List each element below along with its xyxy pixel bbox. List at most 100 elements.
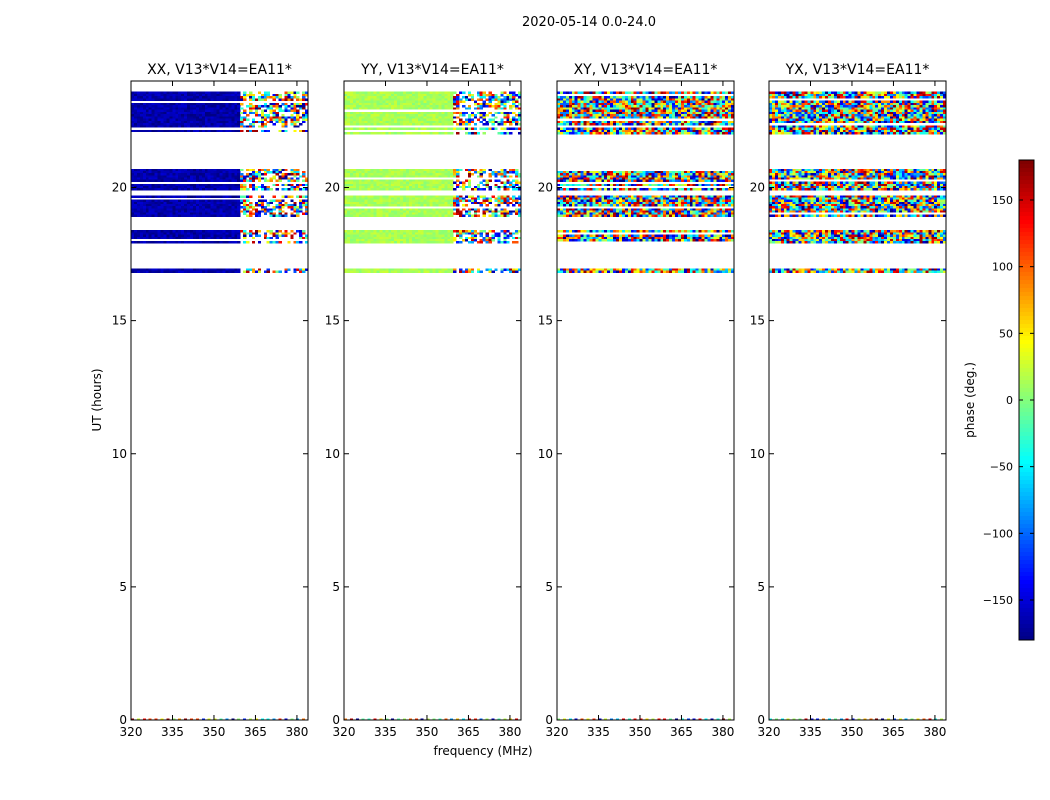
heatmap-cell [482,111,486,115]
heatmap-cell [207,171,211,174]
heatmap-cell [154,201,158,205]
heatmap-cell [296,230,300,233]
heatmap-cell [388,120,392,124]
heatmap-cell [139,129,144,133]
heatmap-cell [432,188,436,191]
heatmap-cell [136,114,141,117]
heatmap-cell [370,96,374,99]
heatmap-cell [459,199,463,203]
heatmap-cell [222,212,226,215]
heatmap-cell [352,208,357,211]
heatmap-cell [251,268,256,271]
heatmap-cell [678,100,682,104]
heatmap-cell [195,268,200,271]
heatmap-cell [145,183,150,187]
heatmap-cell [560,96,564,99]
heatmap-cell [441,107,445,110]
heatmap-cell [408,100,413,104]
heatmap-cell [184,234,188,237]
heatmap-cell [281,199,285,203]
heatmap-cell [417,105,422,108]
heatmap-cell [231,718,235,720]
heatmap-cell [142,206,147,209]
heatmap-cell [349,181,354,184]
heatmap-cell [210,236,214,240]
heatmap-cell [598,100,602,104]
heatmap-cell [349,120,354,124]
heatmap-cell [219,718,223,720]
heatmap-cell [210,241,214,244]
heatmap-cell [269,208,273,211]
heatmap-cell [447,100,451,104]
heatmap-cell [426,173,430,176]
heatmap-cell [352,93,357,97]
heatmap-cell [385,127,389,130]
heatmap-cell [352,107,357,110]
heatmap-cell [423,175,427,178]
heatmap-cell [432,195,436,198]
heatmap-cell [358,102,363,106]
heatmap-cell [216,171,220,174]
heatmap-cell [447,195,451,198]
heatmap-cell [231,116,235,119]
heatmap-cell [500,201,504,205]
heatmap-cell [154,107,158,110]
heatmap-cell [388,195,392,198]
heatmap-cell [201,206,206,209]
heatmap-cell [408,236,413,240]
heatmap-cell [453,116,457,119]
heatmap-cell [518,188,522,191]
heatmap-cell [385,232,389,235]
heatmap-cell [403,201,407,205]
heatmap-cell [704,102,708,106]
heatmap-cell [169,123,173,126]
heatmap-cell [435,168,439,172]
heatmap-cell [358,120,363,124]
heatmap-cell [234,185,238,189]
y-tick-label: 0 [332,713,340,727]
heatmap-cell [163,93,167,97]
heatmap-cell [216,111,220,115]
heatmap-cell [157,236,161,240]
heatmap-cell [178,183,182,187]
heatmap-cell [456,241,460,244]
heatmap-cell [302,91,306,95]
heatmap-cell [450,268,454,271]
heatmap-cell [382,114,386,117]
heatmap-cell [187,171,191,174]
heatmap-cell [397,132,401,135]
heatmap-cell [302,102,306,106]
heatmap-cell [616,109,620,113]
heatmap-cell [175,116,179,119]
heatmap-cell [408,107,413,110]
heatmap-cell [349,230,354,233]
heatmap-cell [515,181,519,184]
heatmap-cell [432,185,436,189]
heatmap-cell [391,236,395,240]
heatmap-cell [346,204,351,207]
heatmap-cell [417,199,422,203]
heatmap-cell [630,96,635,99]
heatmap-cell [592,91,596,95]
heatmap-cell [290,188,294,191]
heatmap-cell [216,212,220,215]
heatmap-cell [491,98,495,101]
heatmap-cell [557,102,561,106]
heatmap-cell [151,234,155,237]
heatmap-cell [192,230,197,233]
heatmap-cell [444,201,448,205]
heatmap-cell [281,120,285,124]
heatmap-cell [411,201,416,205]
heatmap-cell [287,206,291,209]
heatmap-cell [592,105,596,108]
heatmap-cell [464,195,469,198]
heatmap-cell [619,114,623,117]
heatmap-cell [595,114,599,117]
heatmap-cell [405,91,410,95]
heatmap-cell [213,236,217,240]
heatmap-cell [296,168,300,172]
heatmap-cell [405,118,410,122]
heatmap-cell [485,105,489,108]
heatmap-cell [184,188,188,191]
heatmap-cell [680,102,685,106]
